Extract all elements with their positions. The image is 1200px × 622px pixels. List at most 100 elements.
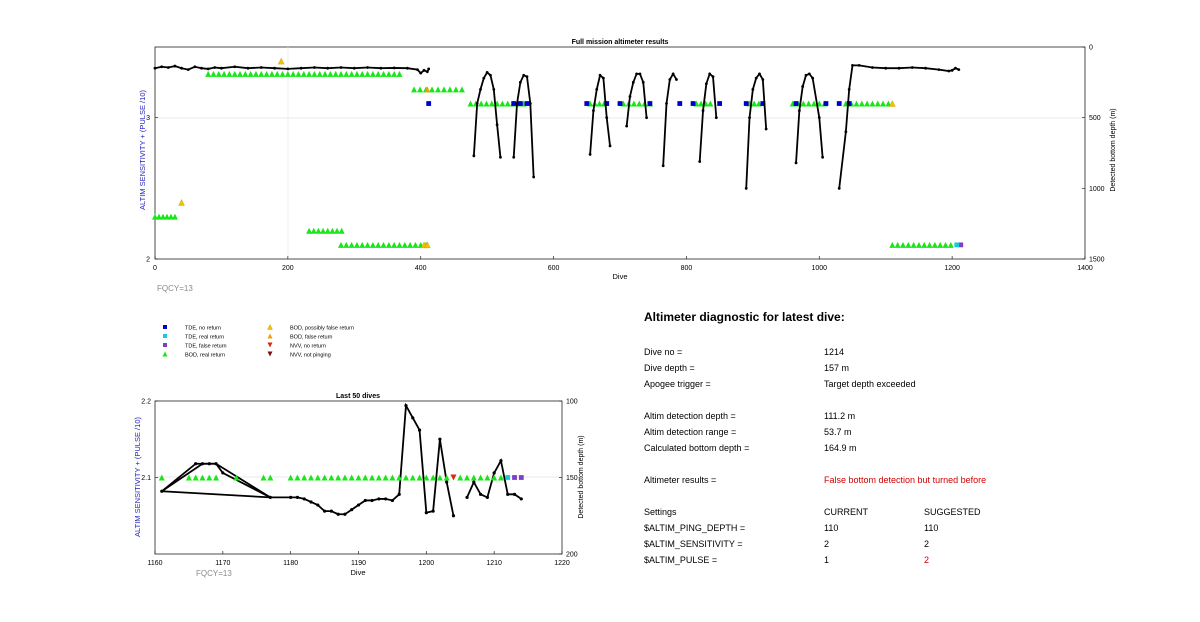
top-marker-bod_real [391,241,398,248]
top-marker-bod_real [905,241,912,248]
top-marker-bod_real [316,70,323,77]
top-marker-bod_real [698,100,705,107]
detect-range-value: 53.7 m [824,427,852,437]
top-marker-bod_real [889,241,896,248]
top-marker-bod_real [327,70,334,77]
top-depth-point [522,73,526,77]
top-marker-bod_real [899,241,906,248]
top-marker-bod_real [300,70,307,77]
top-depth-point [246,66,250,70]
sensitivity-current: 2 [824,539,830,549]
top-depth-point [937,68,941,72]
top-marker-tde_no [524,101,530,106]
pulse-current: 1 [824,555,830,565]
ping-depth-current: 110 [824,523,839,533]
bottom-marker-bod-real [369,474,376,481]
bottom-depth-point [363,498,367,503]
top-depth-point [186,68,190,72]
top-depth-point [415,68,419,72]
legend-label: NVV, no return [290,344,326,350]
top-y-tick-label-right: 500 [1089,115,1101,122]
pulse-label: $ALTIM_PULSE = [644,555,718,565]
top-depth-point [608,144,612,148]
top-depth-point [482,76,486,80]
bottom-marker-bod-real [348,474,355,481]
top-depth-point [220,66,223,70]
bottom-marker-bod-real [199,474,206,481]
top-y-tick-label-left: 2 [146,257,150,264]
top-marker-bod_real [380,70,387,77]
top-marker-bod_real [636,100,643,107]
top-y-tick-label-right: 1000 [1089,186,1105,193]
marker-legend: TDE, no return TDE, real return TDE, false… [162,324,354,359]
top-depth-point [754,76,758,80]
top-plot-area [154,46,1086,260]
bottom-depth-point [424,511,428,515]
top-marker-bod_real [159,213,166,220]
top-depth-point [758,72,761,76]
top-marker-bod_real [338,227,345,234]
bottom-y-tick-label-left: 2.1 [141,475,151,482]
top-marker-tde_false [958,242,964,248]
top-depth-point [213,66,217,69]
bottom-depth-line [161,402,455,516]
bottom-marker-bod-real [443,474,450,481]
top-depth-point [518,80,522,84]
top-depth-point [844,130,848,134]
top-depth-point [711,75,715,79]
top-marker-bod_real [499,100,506,107]
top-marker-bod_real [458,86,465,93]
top-marker-bod_real [947,241,954,248]
top-marker-bod_real [488,100,495,107]
detect-range-label: Altim detection range = [644,427,737,437]
top-marker-bod_real [931,241,938,248]
top-marker-tde_no [584,101,590,106]
bottom-x-tick-label: 1160 [147,560,162,567]
legend-label: BOD, false return [290,335,333,341]
pulse-suggested: 2 [924,555,930,565]
bottom-marker-bod-real [477,474,484,481]
top-x-tick-label: 400 [415,265,427,272]
bottom-depth-point [160,489,164,493]
bottom-depth-point [506,492,510,496]
top-marker-bod_real [440,86,447,93]
top-depth-point [499,155,502,159]
top-marker-bod_real [885,100,892,107]
top-marker-bod_real [226,70,233,77]
top-marker-bod_real [858,100,865,107]
top-y-tick-label-left: 3 [146,115,150,122]
top-depth-point [532,175,536,179]
top-marker-bod_real [452,86,459,93]
top-depth-point [489,73,492,77]
top-marker-bod_real [369,70,376,77]
top-depth-point [817,116,821,120]
diagnostic-panel: Altimeter diagnostic for latest dive: Di… [644,310,1164,568]
top-marker-bod_real [231,70,238,77]
legend-marker-nvv_not [267,351,273,357]
bottom-depth-point [384,497,388,501]
top-depth-point [821,155,825,159]
top-depth-point [153,66,157,70]
top-depth-point [957,68,961,72]
top-marker-bod_real [242,70,249,77]
bottom-depth-point [472,480,476,484]
top-marker-bod_real [411,86,418,93]
top-marker-bod_real [429,86,436,93]
ping-depth-label: $ALTIM_PING_DEPTH = [644,523,746,533]
top-y-tick-label-right: 1500 [1089,257,1105,264]
top-depth-point [601,76,605,80]
top-marker-bod_real [163,213,170,220]
bottom-depth-point [519,497,523,501]
top-marker-bod_real [167,213,174,220]
top-depth-point [748,116,751,120]
bottom-depth-point [356,503,361,507]
top-depth-point [366,66,369,69]
top-chart-marks [152,57,964,249]
top-marker-bod_real [252,70,259,77]
bottom-depth-point [377,497,381,501]
top-marker-bod_real [874,100,881,107]
top-marker-tde_no [604,101,610,106]
bottom-marker-bod-real [341,474,348,481]
top-depth-point [528,102,532,105]
top-marker-tde_no [511,101,517,106]
